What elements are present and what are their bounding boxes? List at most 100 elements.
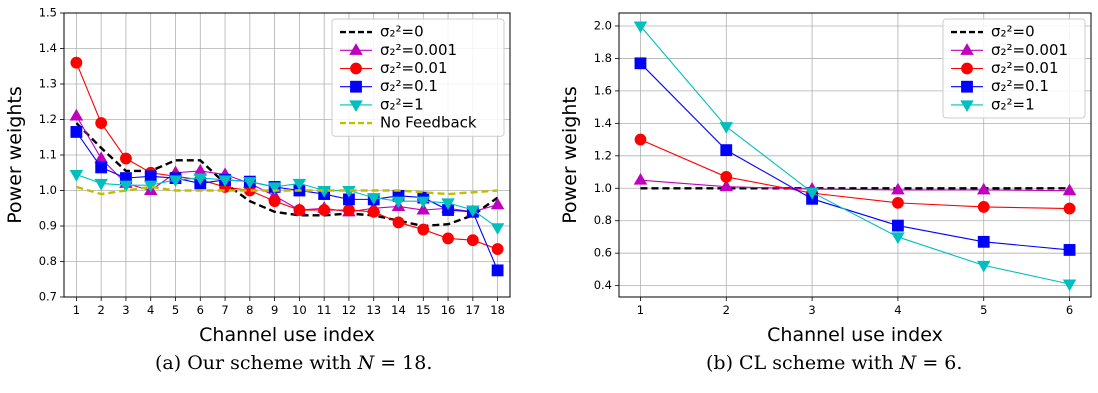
chart-a-series-3-point-18 [491, 264, 504, 277]
chart-b-series-3-point-5 [977, 235, 990, 248]
legend-label-chart-b-series-0: σ₂²=0 [991, 23, 1035, 41]
chart-a-xtick-label-9: 9 [271, 303, 278, 317]
chart-a-series-2-point-16 [442, 232, 454, 245]
chart-b-ylabel: Power weights [559, 86, 581, 223]
chart-a-frame [63, 12, 511, 298]
chart-a-xtick-label-14: 14 [391, 303, 406, 317]
chart-b-series-4-point-6 [1062, 279, 1077, 292]
legend-label-chart-b-series-1: σ₂²=0.001 [991, 41, 1068, 59]
chart-a-series-4-point-4 [143, 180, 158, 193]
chart-b-frame [618, 12, 1092, 298]
chart-a-series-2-point-9 [268, 195, 281, 208]
chart-b-series-4-point-1 [633, 21, 648, 34]
chart-a-ytick-label-1-5: 1.5 [39, 6, 57, 20]
chart-b-series-1-line [640, 179, 1070, 192]
chart-a-series-2-point-3 [120, 152, 132, 165]
chart-a-ytick-label-0-9: 0.9 [39, 219, 57, 233]
chart-a-series-3-point-1 [70, 126, 83, 138]
chart-b-xtick-label-3: 3 [808, 303, 815, 317]
legend-label-chart-a-series-1: σ₂²=0.001 [380, 41, 457, 59]
chart-b-series-2-point-1 [634, 133, 647, 146]
chart-a-xtick-label-8: 8 [246, 303, 253, 317]
legend-label-chart-a-series-0: σ₂²=0 [380, 23, 424, 41]
chart-b-series-4-legend-marker [960, 100, 974, 113]
chart-b-legend-box [942, 18, 1086, 119]
chart-a-series-2-legend-marker [350, 62, 362, 75]
chart-a-series-1-point-6 [193, 163, 208, 176]
chart-b-axes: 1 2 3 4 5 6 0.4 0.6 0.8 1.0 1.2 1.4 1.6 1.8 2.0 [594, 18, 1074, 317]
chart-a-series-2-point-18 [491, 243, 504, 255]
chart-a-xtick-label-7: 7 [221, 303, 228, 317]
legend-label-chart-b-series-4: σ₂²=1 [991, 95, 1035, 113]
chart-b-series-1-point-4 [891, 182, 905, 195]
chart-a-series-2-point-12 [343, 204, 355, 216]
chart-a-xtick-label-10: 10 [292, 303, 307, 317]
chart-a-xtick-label-18: 18 [490, 303, 505, 317]
chart-a-ytick-label-1-3: 1.3 [39, 77, 57, 91]
chart-b-series-2-legend-marker [961, 62, 973, 75]
chart-a-ylabel: Power weights [4, 86, 26, 223]
chart-b-series-4-point-2 [719, 122, 734, 134]
chart-b-ytick-label-2: 2.0 [594, 18, 612, 32]
chart-a-xtick-label-5: 5 [172, 303, 179, 317]
chart-a-series-3-point-2 [95, 161, 108, 174]
chart-a-series-1-legend-marker [349, 43, 363, 55]
chart-a-xtick-label-2: 2 [98, 303, 105, 317]
chart-a-ytick-label-1-4: 1.4 [39, 41, 57, 55]
chart-a-xtick-label-17: 17 [466, 303, 481, 317]
chart-b-series-1-point-2 [719, 179, 734, 192]
chart-a-ytick-label-1-2: 1.2 [39, 112, 57, 126]
chart-a-series-2-point-14 [392, 216, 405, 229]
chart-b-series-4-point-3 [805, 187, 819, 200]
chart-a-series-4-point-6 [193, 173, 208, 186]
chart-b-ytick-label-1-8: 1.8 [594, 51, 612, 65]
chart-a-series-4-legend-marker [349, 100, 363, 113]
chart-b-ytick-label-1-6: 1.6 [594, 83, 612, 97]
chart-a-series-2-point-13 [367, 205, 380, 218]
chart-a-series-4-point-8 [243, 177, 257, 189]
chart-a-series-0-line [75, 122, 499, 228]
chart-b-series-2-line [640, 139, 1070, 210]
chart-a-series-4-point-9 [267, 182, 282, 195]
chart-b-series-3-point-4 [892, 219, 904, 232]
caption-a-suffix: = 18. [374, 352, 433, 374]
chart-b-ytick-label-1-2: 1.2 [594, 148, 612, 162]
chart-a-xtick-label-6: 6 [197, 303, 204, 317]
chart-b-series-1-point-1 [633, 173, 648, 185]
caption-b-variable: N [899, 352, 917, 374]
chart-b-xlabel: Channel use index [767, 324, 943, 345]
chart-b-series-3-legend-marker [961, 80, 973, 93]
chart-a-plot [69, 56, 505, 277]
chart-a-xlabel: Channel use index [199, 324, 375, 345]
chart-a-legend-box [331, 18, 505, 137]
chart-a-xtick-label-4: 4 [147, 303, 154, 317]
chart-a-series-5-line [76, 185, 498, 196]
chart-a-series-4-point-17 [466, 205, 480, 218]
chart-a-series-4-point-7 [218, 175, 232, 187]
caption-a-variable: N [357, 352, 375, 374]
chart-a-series-3-line [75, 131, 499, 271]
chart-b-ytick-label-1-4: 1.4 [594, 116, 612, 130]
chart-b-series-4-line [640, 25, 1070, 285]
chart-b-xtick-label-1: 1 [637, 303, 644, 317]
chart-a: 1 2 3 4 5 6 7 8 9 10 11 12 13 14 15 16 17 180.70.80.91.01… [4, 6, 511, 345]
chart-b-series-1-legend-marker [960, 43, 974, 55]
chart-a-xtick-label-12: 12 [342, 303, 357, 317]
chart-a-ytick-label-1-1: 1.1 [39, 148, 57, 162]
chart-a-series-2-point-2 [95, 117, 108, 129]
chart-b-xtick-label-5: 5 [980, 303, 987, 317]
chart-a-series-4-point-2 [94, 178, 108, 191]
chart-a-ytick-label-1: 1.0 [39, 183, 57, 197]
chart-b-series-4-point-4 [891, 232, 905, 245]
chart-a-xtick-label-16: 16 [441, 303, 456, 317]
legend-label-chart-a-series-2: σ₂²=0.01 [380, 59, 448, 77]
chart-a-series-4-point-3 [119, 180, 133, 193]
chart-b-series-3-point-6 [1063, 244, 1076, 256]
chart-a-series-3-point-4 [144, 170, 157, 183]
legend-label-chart-a-series-3: σ₂²=0.1 [380, 77, 438, 95]
caption-b-prefix: (b) CL scheme with [706, 352, 900, 374]
chart-b-xtick-label-2: 2 [723, 303, 730, 317]
caption-a-prefix: (a) Our scheme with [155, 352, 358, 374]
chart-a-series-4-point-18 [490, 223, 505, 235]
legend-label-chart-b-series-2: σ₂²=0.01 [991, 59, 1059, 77]
